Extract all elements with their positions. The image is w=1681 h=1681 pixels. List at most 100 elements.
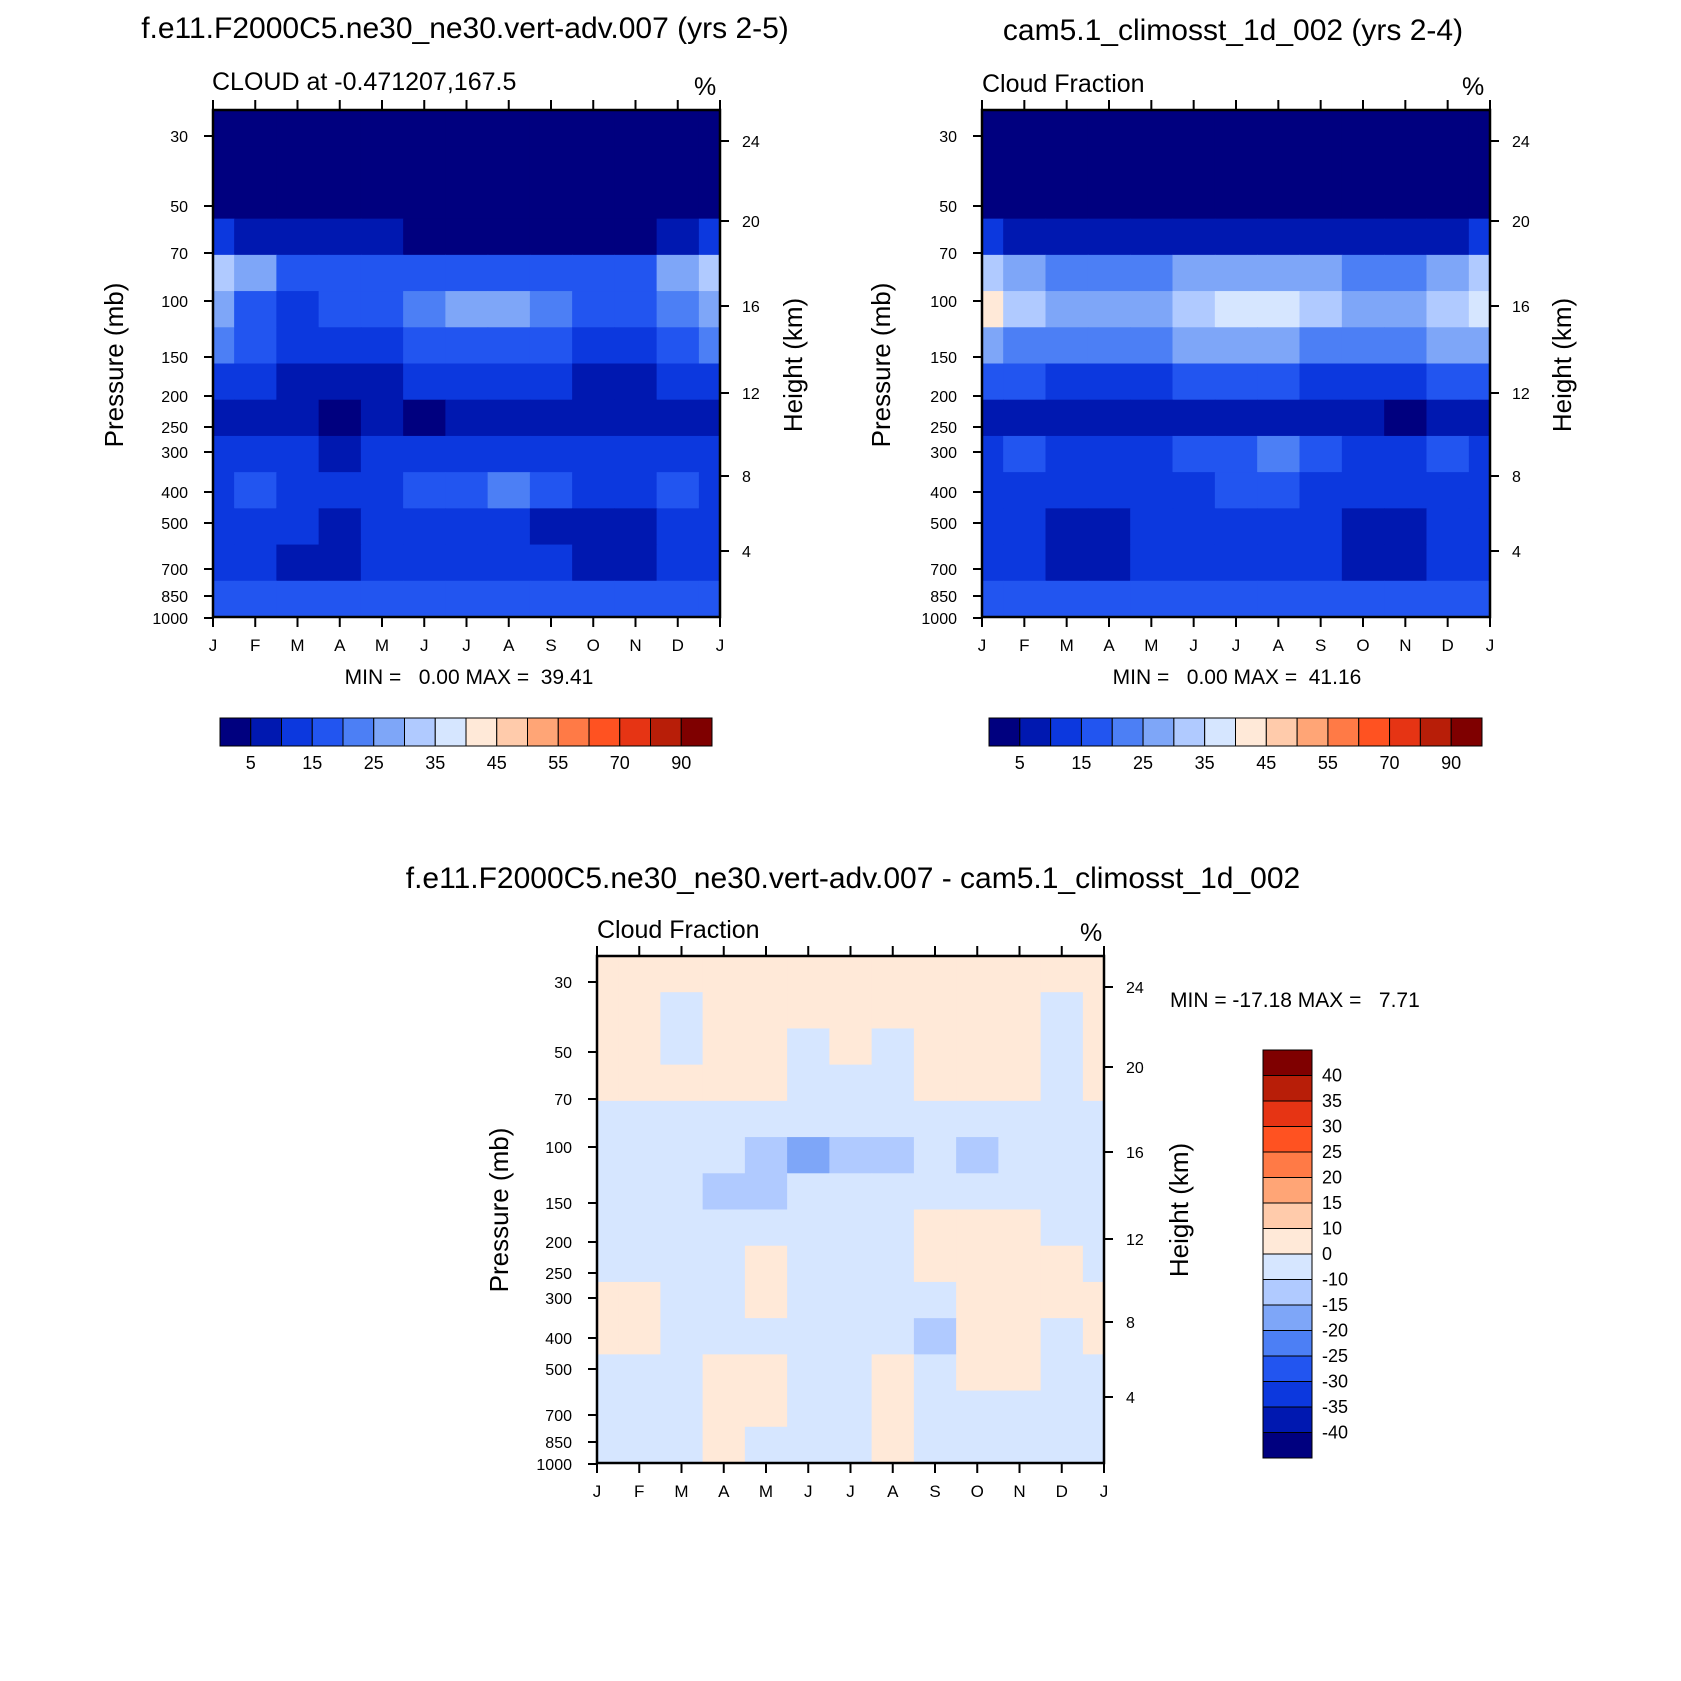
panel-2-colorbar-swatch	[1050, 717, 1082, 747]
panel-2-y-tick-label: 1000	[921, 611, 957, 628]
panel-1-contour-cell	[445, 254, 489, 292]
panel-3-contour-cell	[829, 1028, 873, 1066]
panel-3-contour-cell	[1040, 1281, 1084, 1319]
panel-3-axes: J F M A M J J A S O N D J 30 50 70 100 150 200 250 300 400 500…	[536, 946, 1144, 1501]
panel-1-colorbar-swatch	[527, 717, 559, 747]
panel-3-colorbar-label: 20	[1322, 1168, 1342, 1188]
panel-3-contour-cell	[618, 1281, 661, 1319]
panel-2-contour-cell	[1468, 544, 1491, 582]
panel-1-contour-cell	[487, 182, 531, 220]
panel-1-contour-cell	[614, 254, 658, 292]
panel-2-contour-cell	[1087, 580, 1131, 618]
panel-1-contour-cell	[213, 182, 235, 220]
panel-1-contour-cell	[318, 508, 362, 546]
panel-2-contour-cell	[1468, 327, 1491, 365]
panel-3-contour-cell	[660, 956, 704, 993]
panel-2-contour-cell	[1045, 472, 1089, 509]
panel-2-x-tick-label: D	[1442, 636, 1454, 655]
panel-3-y-tick-label: 300	[545, 1291, 572, 1308]
panel-3-contour-cell	[702, 1209, 746, 1247]
panel-3-contour-cell	[956, 1064, 999, 1102]
panel-2-contour-cell	[1214, 327, 1258, 365]
panel-2-contour-cell	[1003, 472, 1047, 509]
panel-3-contour-cell	[618, 1137, 661, 1174]
panel-1-contour-cell	[403, 399, 446, 437]
panel-3-y-tick-label: 100	[545, 1140, 572, 1157]
panel-3-contour-cell	[597, 1281, 619, 1319]
panel-1-contour-cell	[213, 218, 235, 256]
panel-2-contour-cell	[1130, 544, 1174, 582]
panel-3-contour-cell	[787, 992, 830, 1030]
panel-3-contour-cell	[702, 1100, 746, 1138]
panel-1-x-tick-label: O	[587, 636, 600, 655]
panel-1-contour-cell	[318, 399, 362, 437]
panel-2-contour-cell	[1299, 327, 1343, 365]
panel-2-contour-cell	[1045, 399, 1089, 437]
panel-3-y-tick-label: 150	[545, 1196, 572, 1213]
panel-1-colorbar-label: 55	[548, 753, 568, 773]
panel-2-contour-cell	[1045, 435, 1089, 473]
panel-1-contour-cell	[234, 218, 277, 256]
panel-2-colorbar-swatch	[1265, 717, 1298, 747]
panel-1-contour-cell	[614, 363, 658, 401]
panel-3-contour-cell	[998, 1100, 1042, 1138]
panel-1-contour-cell	[529, 580, 573, 618]
panel-2-contour-cell	[1426, 291, 1470, 328]
panel-3-contour-cell	[871, 1281, 915, 1319]
panel-1-contour-cell	[276, 146, 320, 184]
panel-1-colorbar-swatch	[250, 717, 282, 747]
panel-1-contour-cell	[213, 363, 235, 401]
panel-3-contour-cell	[1082, 1173, 1105, 1211]
panel-3-x-tick-label: J	[846, 1482, 855, 1501]
panel-1-y-tick-label: 500	[161, 516, 188, 533]
panel-2-contour-cell	[1003, 544, 1047, 582]
panel-1-contour	[213, 110, 721, 618]
panel-2-contour-cell	[1341, 291, 1385, 328]
panel-1-contour-cell	[213, 110, 235, 147]
panel-2-contour-cell	[1299, 544, 1343, 582]
panel-1-x-tick-label: J	[462, 636, 471, 655]
panel-1-contour-cell	[572, 544, 615, 582]
panel-1-colorbar-swatch	[496, 717, 528, 747]
panel-3-contour-cell	[956, 1390, 999, 1428]
panel-1-y-right-tick-label: 16	[742, 299, 760, 316]
panel-3-contour-cell	[787, 1354, 830, 1392]
panel-2-y-tick-label: 850	[930, 589, 957, 606]
panel-2-contour-cell	[982, 472, 1004, 509]
panel-3-contour-cell	[660, 1137, 704, 1174]
panel-3-contour-cell	[913, 1354, 957, 1392]
panel-2-contour-cell	[982, 110, 1004, 147]
panel-2-contour	[982, 110, 1491, 618]
panel-1-contour-cell	[445, 544, 489, 582]
panel-1-colorbar-swatch	[680, 717, 713, 747]
panel-3-x-tick-label: A	[887, 1482, 899, 1501]
panel-2-contour-cell	[1257, 110, 1301, 147]
panel-2-contour-cell	[1426, 254, 1470, 292]
panel-1-contour-cell	[213, 254, 235, 292]
panel-2-contour-cell	[1214, 218, 1258, 256]
panel-1-contour-cell	[529, 291, 573, 328]
panel-2-y-tick-label: 50	[939, 199, 957, 216]
panel-1-contour-cell	[698, 580, 721, 618]
panel-3-y-tick-label: 500	[545, 1362, 572, 1379]
panel-2-contour-cell	[1045, 291, 1089, 328]
panel-1-colorbar-swatch	[619, 717, 651, 747]
panel-1-contour-cell	[572, 218, 615, 256]
panel-1-contour-cell	[318, 580, 362, 618]
panel-2-contour-cell	[1172, 472, 1216, 509]
panel-1-contour-cell	[529, 146, 573, 184]
panel-1-contour-cell	[276, 291, 320, 328]
panel-3-y-tick-label: 400	[545, 1331, 572, 1348]
panel-3-colorbar-label: -10	[1322, 1270, 1348, 1290]
panel-2-contour-cell	[1299, 182, 1343, 220]
panel-3-y-right-tick-label: 12	[1126, 1232, 1144, 1249]
panel-3-contour-cell	[1040, 1354, 1084, 1392]
panel-1-y-tick-label: 150	[161, 350, 188, 367]
panel-1-y-tick-label: 1000	[152, 611, 188, 628]
panel-2-colorbar-swatch	[1419, 717, 1452, 747]
panel-3-colorbar-swatch	[1262, 1075, 1313, 1102]
panel-1-contour-cell	[213, 399, 235, 437]
panel-3-contour-cell	[1082, 1245, 1105, 1283]
panel-1-colorbar-swatch	[434, 717, 467, 747]
panel-2-x-tick-label: J	[1232, 636, 1241, 655]
